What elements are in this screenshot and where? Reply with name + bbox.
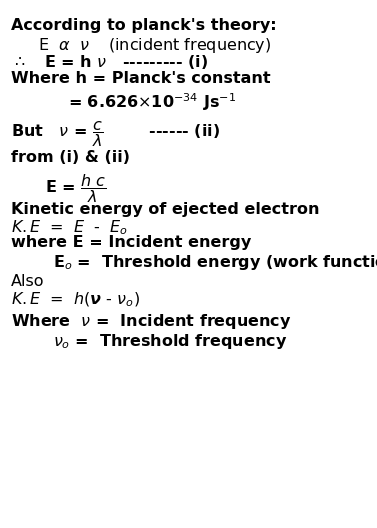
Text: from (i) & (ii): from (i) & (ii) xyxy=(11,150,130,165)
Text: where E = Incident energy: where E = Incident energy xyxy=(11,235,251,250)
Text: E  $\alpha$  $\nu$    (incident frequency): E $\alpha$ $\nu$ (incident frequency) xyxy=(38,36,271,55)
Text: Where  $\nu$ =  Incident frequency: Where $\nu$ = Incident frequency xyxy=(11,312,292,331)
Text: According to planck's theory:: According to planck's theory: xyxy=(11,18,277,33)
Text: $\nu_o$ =  Threshold frequency: $\nu_o$ = Threshold frequency xyxy=(53,332,287,351)
Text: E$_o$ =  Threshold energy (work function): E$_o$ = Threshold energy (work function) xyxy=(53,253,377,272)
Text: But   $\nu$ = $\dfrac{c}{\lambda}$        ------ (ii): But $\nu$ = $\dfrac{c}{\lambda}$ ------ … xyxy=(11,119,220,149)
Text: $\therefore$   E = h $\nu$   --------- (i): $\therefore$ E = h $\nu$ --------- (i) xyxy=(11,53,208,71)
Text: Also: Also xyxy=(11,274,45,288)
Text: Kinetic energy of ejected electron: Kinetic energy of ejected electron xyxy=(11,202,320,216)
Text: $\mathit{K.E}$  =  $\mathit{h}$($\boldsymbol{\nu}$ - $\boldsymbol{\nu_o}$): $\mathit{K.E}$ = $\mathit{h}$($\boldsymb… xyxy=(11,291,140,309)
Text: E = $\dfrac{h\ c}{\lambda}$: E = $\dfrac{h\ c}{\lambda}$ xyxy=(45,172,107,204)
Text: = 6.626$\times$10$^{-34}$ Js$^{-1}$: = 6.626$\times$10$^{-34}$ Js$^{-1}$ xyxy=(68,91,236,112)
Text: $\mathit{K.E}$  =  $\mathit{E}$  -  $\mathit{E_o}$: $\mathit{K.E}$ = $\mathit{E}$ - $\mathit… xyxy=(11,218,129,237)
Text: Where h = Planck's constant: Where h = Planck's constant xyxy=(11,71,271,86)
